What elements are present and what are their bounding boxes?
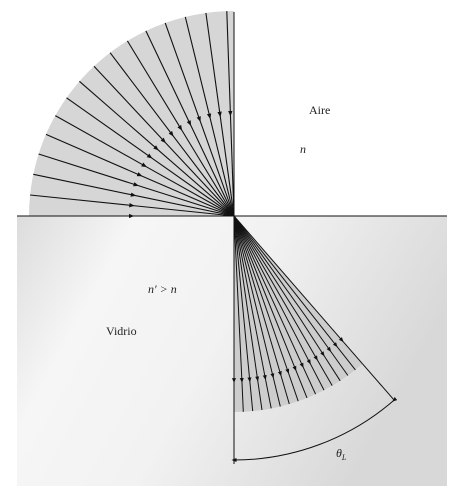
incident-ray — [93, 65, 166, 144]
incident-ray-segment — [180, 128, 235, 217]
incident-ray — [38, 153, 139, 187]
incident-ray — [205, 12, 222, 118]
incident-ray — [109, 52, 174, 137]
incident-ray-segment — [209, 116, 235, 217]
refracted-ray — [233, 215, 332, 353]
incident-ray-segment — [139, 174, 235, 217]
incident-ray — [126, 40, 183, 131]
lower-medium-label: Vidrio — [106, 324, 137, 338]
refracted-ray — [233, 215, 282, 377]
incident-ray-fan — [29, 11, 234, 216]
refracted-ray-segment — [316, 358, 333, 386]
refracted-ray-segment — [322, 354, 341, 382]
lower-index-label: n′ > n — [148, 282, 177, 296]
refracted-ray-segment — [341, 339, 363, 365]
incident-ray-segment — [189, 123, 235, 217]
refracted-ray-segment — [309, 362, 325, 391]
incident-ray — [184, 16, 212, 120]
upper-index-label: n — [300, 142, 306, 156]
incident-ray — [30, 194, 135, 208]
refracted-rays — [232, 215, 395, 464]
incident-ray-segment — [149, 156, 235, 217]
refracted-ray — [233, 215, 290, 374]
refracted-ray-segment — [329, 349, 349, 376]
critical-angle-arc — [231, 396, 398, 462]
incident-ray-segment — [144, 165, 235, 217]
incident-ray-segment — [171, 134, 235, 217]
upper-medium-label: Aire — [309, 103, 330, 117]
incident-ray — [164, 22, 201, 122]
incident-ray — [55, 115, 147, 168]
glass-region — [17, 216, 447, 486]
refracted-ray — [233, 215, 344, 343]
incident-ray-segment — [131, 204, 235, 217]
incident-ray — [79, 80, 159, 151]
incident-ray-segment — [219, 114, 235, 217]
refracted-ray-segment — [335, 344, 356, 371]
critical-edge-extension — [362, 363, 395, 401]
incident-ray-segment — [199, 119, 235, 217]
refracted-ray — [233, 215, 338, 348]
refracted-ray — [233, 215, 304, 368]
refracted-ray — [233, 215, 311, 365]
refracted-ray — [233, 215, 325, 357]
critical-angle-symbol: θ — [336, 446, 342, 460]
refracted-ray-segment — [302, 365, 317, 395]
incident-ray — [145, 30, 192, 126]
incident-ray-segment — [156, 148, 235, 217]
incident-ray — [66, 97, 153, 159]
refracted-ray-segment — [287, 371, 299, 402]
critical-angle-subscript: L — [341, 453, 347, 462]
incident-ray-segment — [133, 194, 235, 217]
incident-ray — [45, 133, 143, 177]
refracted-ray — [233, 215, 318, 361]
refracted-ray — [233, 215, 244, 383]
incident-ray-segment — [136, 184, 235, 217]
refracted-ray-segment — [294, 368, 308, 399]
critical-angle-label: θL — [336, 446, 347, 462]
incident-ray-segment — [229, 113, 235, 217]
incident-ray-segment — [163, 140, 235, 217]
refracted-ray — [233, 215, 297, 372]
incident-ray — [33, 173, 137, 197]
refracted-ray — [233, 215, 252, 383]
refracted-ray — [233, 215, 275, 379]
refracted-ray — [233, 215, 267, 381]
incident-ray — [226, 11, 233, 117]
refracted-ray — [233, 215, 260, 382]
incident-rays — [29, 11, 235, 219]
